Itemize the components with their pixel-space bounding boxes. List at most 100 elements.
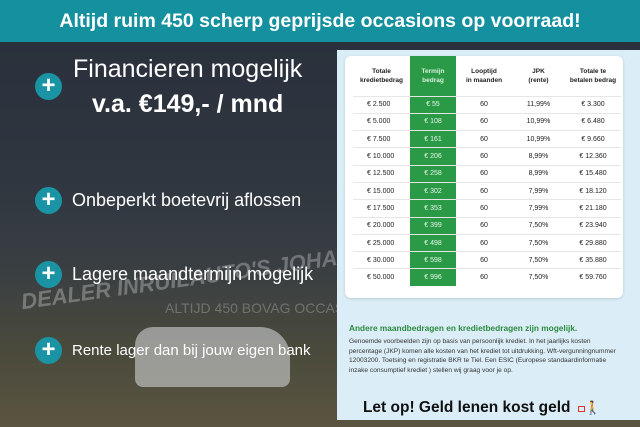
table-cell: 60 (456, 130, 512, 148)
table-cell: 60 (456, 112, 512, 131)
table-cell: 8,99% (512, 147, 565, 166)
header-line: Totale (372, 67, 391, 75)
plus-icon: + (35, 337, 62, 364)
table-cell: € 15.000 (353, 181, 410, 200)
table-cell: € 50.000 (353, 268, 410, 287)
table-cell: 11,99% (512, 95, 565, 114)
financing-heading: Financieren mogelijk (73, 55, 303, 83)
table-row: € 30.000 € 598 60 7,50% € 35.880 (353, 251, 621, 269)
table-row: € 12.500 € 258 60 8,99% € 15.480 (353, 164, 621, 183)
table-cell: 8,99% (512, 164, 565, 183)
table-cell: € 302 (410, 181, 456, 200)
table-cell: € 598 (410, 251, 456, 269)
header-line: JPK (532, 67, 545, 75)
table-cell: € 29.880 (565, 233, 621, 252)
table-cell: € 20.000 (353, 216, 410, 235)
plus-icon: + (35, 73, 62, 100)
table-cell: 60 (456, 251, 512, 269)
walking-person-icon: 🚶 (584, 400, 602, 415)
table-cell: € 7.500 (353, 130, 410, 148)
table-cell: 7,50% (512, 268, 565, 287)
table-cell: € 30.000 (353, 251, 410, 269)
feature-item: Onbeperkt boetevrij aflossen (72, 190, 302, 210)
table-cell: € 108 (410, 112, 456, 131)
table-row: € 10.000 € 206 60 8,99% € 12.360 (353, 147, 621, 166)
table-cell: € 35.880 (565, 251, 621, 269)
top-banner: Altijd ruim 450 scherp geprijsde occasio… (0, 0, 640, 42)
table-cell: € 23.940 (565, 216, 621, 235)
table-cell: € 15.480 (565, 164, 621, 183)
table-cell: € 996 (410, 268, 456, 287)
table-row: € 7.500 € 161 60 10,99% € 9.660 (353, 130, 621, 148)
table-cell: 10,99% (512, 130, 565, 148)
table-cell: 60 (456, 268, 512, 287)
table-row: € 50.000 € 996 60 7,50% € 59.760 (353, 268, 621, 287)
header-line: Totale te (579, 67, 607, 75)
wallet-icon (577, 406, 585, 412)
table-cell: € 5.000 (353, 112, 410, 131)
table-cell: 60 (456, 181, 512, 200)
plus-icon: + (35, 261, 62, 288)
column-header: JPK (rente) (512, 56, 565, 96)
table-cell: € 10.000 (353, 147, 410, 166)
table-cell: € 55 (410, 95, 456, 114)
table-cell: € 161 (410, 130, 456, 148)
table-cell: 60 (456, 164, 512, 183)
table-cell: € 2.500 (353, 95, 410, 114)
disclaimer: Genoemde voorbeelden zijn op basis van p… (349, 338, 616, 374)
header-line: Looptijd (471, 67, 497, 75)
header-line: in maanden (465, 76, 503, 84)
column-header: Looptijd in maanden (456, 56, 512, 96)
table-cell: € 25.000 (353, 233, 410, 252)
table-cell: 7,99% (512, 199, 565, 218)
table-cell: 60 (456, 199, 512, 218)
loan-table-card: Totale kredietbedrag Termijn bedrag Looptijd… (345, 56, 623, 298)
table-row: € 20.000 € 399 60 7,50% € 23.940 (353, 216, 621, 235)
column-header: Totale kredietbedrag (353, 56, 410, 96)
table-row: € 15.000 € 302 60 7,99% € 18.120 (353, 181, 621, 200)
header-line: kredietbedrag (360, 76, 403, 84)
plus-icon: + (35, 187, 62, 214)
feature-item: Lagere maandtermijn mogelijk (72, 264, 314, 284)
table-cell: 60 (456, 147, 512, 166)
warning-label: Let op! Geld lenen kost geld (362, 399, 571, 416)
table-cell: € 206 (410, 147, 456, 166)
table-cell: 7,50% (512, 233, 565, 252)
table-cell: € 21.180 (565, 199, 621, 218)
table-cell: € 258 (410, 164, 456, 183)
header-line: bedrag (422, 76, 444, 84)
table-cell: 7,99% (512, 181, 565, 200)
table-cell: € 6.480 (565, 112, 621, 131)
table-cell: 10,99% (512, 112, 565, 131)
price-from: v.a. €149,- / mnd (92, 90, 284, 118)
table-cell: 7,50% (512, 216, 565, 235)
table-cell: € 353 (410, 199, 456, 218)
dealer-sign-sub: ALTIJD 450 BOVAG OCCASIONS (165, 300, 379, 316)
table-cell: € 9.660 (565, 130, 621, 148)
table-cell: € 12.360 (565, 147, 621, 166)
table-row: € 5.000 € 108 60 10,99% € 6.480 (353, 112, 621, 131)
table-cell: 60 (456, 216, 512, 235)
table-cell: € 18.120 (565, 181, 621, 200)
table-cell: € 3.300 (565, 95, 621, 114)
table-cell: € 59.760 (565, 268, 621, 287)
table-cell: € 17.500 (353, 199, 410, 218)
loan-table: Totale kredietbedrag Termijn bedrag Looptijd… (353, 56, 621, 287)
table-row: € 25.000 € 498 60 7,50% € 29.880 (353, 233, 621, 252)
header-line: Termijn (421, 67, 445, 75)
feature-item: Rente lager dan bij jouw eigen bank (72, 342, 311, 359)
column-header: Totale te betalen bedrag (565, 56, 621, 96)
column-header: Termijn bedrag (410, 56, 456, 96)
header-line: (rente) (528, 76, 549, 84)
car-image (135, 327, 290, 387)
table-row: € 2.500 € 55 60 11,99% € 3.300 (353, 95, 621, 114)
more-amounts-note: Andere maandbedragen en kredietbedragen … (349, 323, 578, 333)
table-cell: 7,50% (512, 251, 565, 269)
table-cell: € 399 (410, 216, 456, 235)
table-row: € 17.500 € 353 60 7,99% € 21.180 (353, 199, 621, 218)
table-cell: € 12.500 (353, 164, 410, 183)
table-cell: € 498 (410, 233, 456, 252)
warning-text: Let op! Geld lenen kost geld 🚶 (337, 399, 627, 417)
finance-panel: Totale kredietbedrag Termijn bedrag Looptijd… (337, 50, 640, 420)
table-cell: 60 (456, 233, 512, 252)
